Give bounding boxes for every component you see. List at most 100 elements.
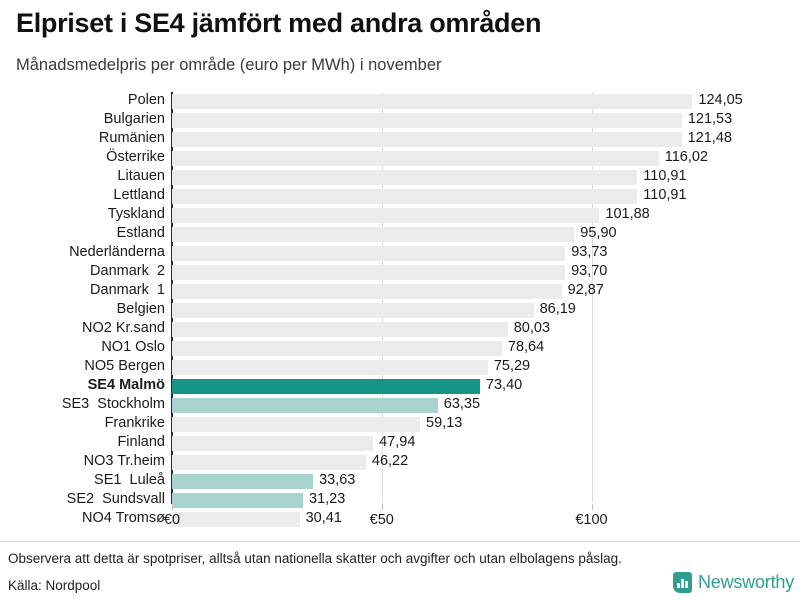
bar-row[interactable]: Lettland 110,91 bbox=[0, 187, 800, 206]
bar-row[interactable]: NO1 Oslo 78,64 bbox=[0, 339, 800, 358]
bar[interactable] bbox=[172, 474, 314, 489]
bar[interactable] bbox=[172, 227, 575, 242]
bar-row[interactable]: Frankrike 59,13 bbox=[0, 415, 800, 434]
bar-value-label: 92,87 bbox=[567, 282, 604, 298]
bar-value-label: 47,94 bbox=[379, 434, 416, 450]
bar-category-label: NO5 Bergen bbox=[84, 358, 165, 374]
bar-row[interactable]: SE2 Sundsvall 31,23 bbox=[0, 491, 800, 510]
bar-row[interactable]: Estland 95,90 bbox=[0, 225, 800, 244]
chart-subtitle: Månadsmedelpris per område (euro per MWh… bbox=[16, 56, 442, 74]
bar-category-label: Österrike bbox=[106, 149, 165, 165]
bar[interactable] bbox=[172, 94, 693, 109]
bar[interactable] bbox=[172, 170, 638, 185]
bar[interactable] bbox=[172, 360, 488, 375]
bar[interactable] bbox=[172, 246, 566, 261]
bar[interactable] bbox=[172, 341, 502, 356]
bar-category-label: NO1 Oslo bbox=[101, 339, 165, 355]
bar-row[interactable]: NO3 Tr.heim 46,22 bbox=[0, 453, 800, 472]
bar[interactable] bbox=[172, 379, 480, 394]
bar[interactable] bbox=[172, 417, 421, 432]
bar-category-label: NO4 Tromsø bbox=[82, 510, 165, 526]
bar-value-label: 93,70 bbox=[571, 263, 608, 279]
bar-value-label: 116,02 bbox=[664, 149, 708, 165]
bar-row[interactable]: Danmark 1 92,87 bbox=[0, 282, 800, 301]
bar-category-label: SE3 Stockholm bbox=[61, 396, 165, 412]
newsworthy-logo[interactable]: Newsworthy bbox=[672, 572, 794, 593]
bar-row[interactable]: Österrike 116,02 bbox=[0, 149, 800, 168]
bar-value-label: 63,35 bbox=[443, 396, 481, 412]
bar[interactable] bbox=[172, 284, 562, 299]
bar-category-label: Bulgarien bbox=[103, 111, 165, 127]
bar-row[interactable]: Polen 124,05 bbox=[0, 92, 800, 111]
x-tick-label: €0 bbox=[163, 512, 181, 528]
bar-row[interactable]: NO4 Tromsø 30,41 bbox=[0, 510, 800, 529]
bar-category-label: SE2 Sundsvall bbox=[66, 491, 165, 507]
bar-row[interactable]: SE1 Luleå 33,63 bbox=[0, 472, 800, 491]
bar-value-label: 95,90 bbox=[580, 225, 617, 241]
bar[interactable] bbox=[172, 455, 366, 470]
bar[interactable] bbox=[172, 436, 374, 451]
bar-value-label: 110,91 bbox=[643, 187, 687, 203]
bar-value-label: 101,88 bbox=[605, 206, 650, 222]
bar[interactable] bbox=[172, 208, 600, 223]
bar-value-label: 110,91 bbox=[643, 168, 687, 184]
bar-value-label: 59,13 bbox=[426, 415, 463, 431]
bar-row[interactable]: SE4 Malmö 73,40 bbox=[0, 377, 800, 396]
bar-chart-icon bbox=[672, 572, 692, 593]
bar-value-label: 31,23 bbox=[309, 491, 346, 507]
bar-category-label: Estland bbox=[116, 225, 165, 241]
bar-category-label: Belgien bbox=[116, 301, 165, 317]
bar-value-label: 46,22 bbox=[371, 453, 409, 469]
bar[interactable] bbox=[172, 189, 638, 204]
bar-value-label: 73,40 bbox=[485, 377, 523, 393]
x-tick-label: €50 bbox=[369, 512, 394, 528]
x-tick-mark bbox=[381, 504, 383, 510]
bar-row[interactable]: NO5 Bergen 75,29 bbox=[0, 358, 800, 377]
x-tick-mark bbox=[591, 504, 593, 510]
bar[interactable] bbox=[172, 151, 659, 166]
bar[interactable] bbox=[172, 265, 566, 280]
bar-row[interactable]: Litauen 110,91 bbox=[0, 168, 800, 187]
bar[interactable] bbox=[172, 398, 438, 413]
bar-value-label: 86,19 bbox=[539, 301, 576, 317]
bar-value-label: 80,03 bbox=[513, 320, 551, 336]
footer-divider bbox=[0, 541, 800, 542]
bar[interactable] bbox=[172, 322, 508, 337]
bar-row[interactable]: Belgien 86,19 bbox=[0, 301, 800, 320]
bar-row[interactable]: Finland 47,94 bbox=[0, 434, 800, 453]
bar-category-label: Nederländerna bbox=[69, 244, 165, 260]
bar-value-label: 78,64 bbox=[507, 339, 545, 355]
bar-category-label: Lettland bbox=[113, 187, 165, 203]
bar-category-label: SE4 Malmö bbox=[87, 377, 165, 393]
bar-value-label: 124,05 bbox=[698, 92, 743, 108]
bar-row[interactable]: Bulgarien 121,53 bbox=[0, 111, 800, 130]
bar-category-label: NO2 Kr.sand bbox=[81, 320, 165, 336]
bar-category-label: Danmark 2 bbox=[90, 263, 165, 279]
bar-category-label: Frankrike bbox=[104, 415, 165, 431]
footer-note: Observera att detta är spotpriser, allts… bbox=[8, 551, 622, 566]
bar-category-label: Finland bbox=[117, 434, 165, 450]
bar[interactable] bbox=[172, 512, 300, 527]
bar-row[interactable]: Rumänien 121,48 bbox=[0, 130, 800, 149]
bar[interactable] bbox=[172, 493, 303, 508]
bar-row[interactable]: NO2 Kr.sand 80,03 bbox=[0, 320, 800, 339]
x-tick-label: €100 bbox=[575, 512, 608, 528]
logo-label: Newsworthy bbox=[697, 572, 794, 592]
bar-value-label: 121,53 bbox=[687, 111, 733, 127]
bar-row[interactable]: SE3 Stockholm 63,35 bbox=[0, 396, 800, 415]
bar-row[interactable]: Nederländerna 93,73 bbox=[0, 244, 800, 263]
bar[interactable] bbox=[172, 113, 682, 128]
x-tick-mark bbox=[172, 504, 173, 510]
bar-category-label: Rumänien bbox=[98, 130, 165, 146]
bar-category-label: Tyskland bbox=[107, 206, 165, 222]
bar-category-label: Polen bbox=[127, 92, 165, 108]
footer-source: Källa: Nordpool bbox=[8, 578, 101, 593]
bar-row[interactable]: Tyskland 101,88 bbox=[0, 206, 800, 225]
bar[interactable] bbox=[172, 303, 534, 318]
bar-row[interactable]: Danmark 2 93,70 bbox=[0, 263, 800, 282]
bar[interactable] bbox=[172, 132, 682, 147]
bar-value-label: 30,41 bbox=[305, 510, 342, 526]
bar-category-label: Litauen bbox=[117, 168, 165, 184]
bar-category-label: NO3 Tr.heim bbox=[83, 453, 165, 469]
